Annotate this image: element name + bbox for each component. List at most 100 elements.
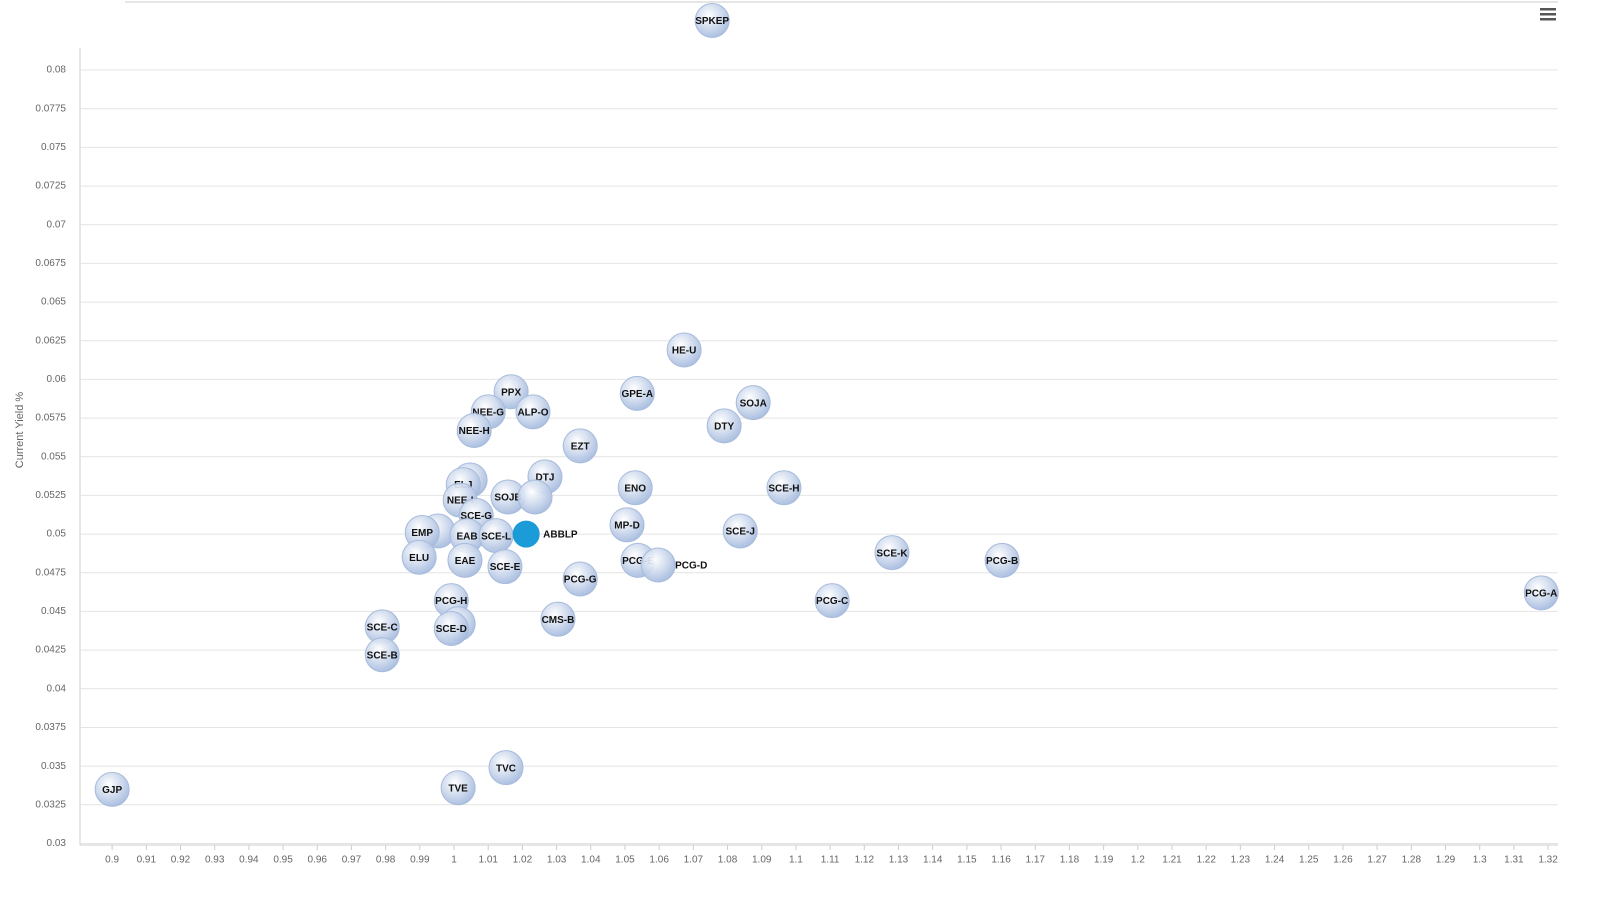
bubble	[735, 385, 771, 421]
x-tick-label: 0.9	[105, 855, 119, 866]
y-tick-label: 0.07	[47, 219, 67, 230]
x-tick-label: 0.97	[342, 855, 362, 866]
x-tick-label: 1.19	[1094, 855, 1114, 866]
x-tick-label: 1.3	[1473, 855, 1487, 866]
bubble	[401, 539, 437, 575]
point-label: PPX	[501, 387, 521, 398]
y-tick-label: 0.0375	[35, 722, 66, 733]
bubble	[640, 547, 676, 583]
point-label: DTY	[714, 421, 734, 432]
point-label: GJP	[102, 785, 122, 796]
menu-bar	[1540, 18, 1556, 21]
y-tick-label: 0.0775	[35, 103, 66, 114]
x-tick-label: 1.13	[889, 855, 909, 866]
x-tick-label: 1.06	[649, 855, 669, 866]
point-label: MP-D	[614, 520, 640, 531]
point-label: PCG-A	[1525, 589, 1557, 600]
point-label: HE-U	[672, 346, 696, 357]
point-label: TVE	[448, 783, 468, 794]
x-tick-label: 1.22	[1196, 855, 1216, 866]
x-tick-label: 0.96	[308, 855, 328, 866]
bubble	[617, 470, 653, 506]
point-label: ENO	[624, 483, 646, 494]
x-tick-label: 1.31	[1504, 855, 1524, 866]
bubble	[488, 750, 524, 786]
point-label: GPE-A	[621, 389, 653, 400]
x-tick-label: 1.02	[513, 855, 533, 866]
x-tick-label: 1.16	[991, 855, 1011, 866]
bubble	[433, 610, 469, 646]
y-tick-label: 0.06	[47, 374, 67, 385]
y-tick-label: 0.0575	[35, 413, 66, 424]
bubble	[766, 470, 802, 506]
point-label: PCG-C	[816, 596, 848, 607]
point-label: NEE-H	[459, 426, 490, 437]
point-label: EZT	[571, 442, 590, 453]
bubble	[619, 375, 655, 411]
bubble	[666, 332, 702, 368]
x-tick-label: 1.14	[923, 855, 943, 866]
x-tick-label: 1.04	[581, 855, 601, 866]
y-tick-label: 0.08	[47, 65, 67, 76]
point-label: PCG-B	[986, 556, 1018, 567]
point-label: PCG-D	[675, 561, 707, 572]
x-tick-label: 1.01	[478, 855, 498, 866]
x-tick-label: 0.95	[273, 855, 293, 866]
bubble	[512, 520, 540, 548]
x-tick-label: 1.32	[1538, 855, 1558, 866]
x-tick-label: 1.05	[615, 855, 635, 866]
x-tick-label: 0.94	[239, 855, 259, 866]
bubble	[364, 637, 400, 673]
y-tick-label: 0.055	[41, 451, 66, 462]
y-tick-label: 0.03	[47, 838, 67, 849]
menu-bar	[1540, 8, 1556, 11]
y-axis-title: Current Yield %	[14, 392, 26, 469]
y-tick-label: 0.075	[41, 142, 66, 153]
point-label: SCE-H	[768, 483, 799, 494]
point-label: ABBLP	[543, 530, 578, 541]
x-tick-label: 1.12	[855, 855, 875, 866]
x-tick-label: 1.08	[718, 855, 738, 866]
bubble	[722, 513, 758, 549]
x-tick-label: 1.07	[684, 855, 704, 866]
x-tick-label: 1.21	[1162, 855, 1182, 866]
point-label: TVC	[496, 763, 516, 774]
y-tick-label: 0.0725	[35, 181, 66, 192]
bubble	[1523, 575, 1559, 611]
point-label: EAE	[455, 556, 476, 567]
point-label: PCG-G	[564, 575, 597, 586]
point-label: EMP	[411, 528, 433, 539]
x-tick-label: 1.18	[1060, 855, 1080, 866]
bubble	[447, 542, 483, 578]
bubble	[874, 535, 910, 571]
x-tick-label: 0.98	[376, 855, 396, 866]
y-tick-label: 0.0425	[35, 645, 66, 656]
x-tick-label: 1.1	[789, 855, 803, 866]
bubble	[440, 770, 476, 806]
point-label: EAB	[456, 531, 477, 542]
point-label: SOJA	[740, 398, 767, 409]
bubble	[814, 583, 850, 619]
x-tick-label: 0.93	[205, 855, 225, 866]
point-label: SCE-K	[876, 548, 908, 559]
x-tick-label: 1.24	[1265, 855, 1285, 866]
bubble	[456, 412, 492, 448]
x-tick-label: 1.15	[957, 855, 977, 866]
point-label: SCE-J	[725, 527, 754, 538]
point-label: SCE-E	[490, 562, 521, 573]
bubble	[694, 3, 730, 39]
y-tick-label: 0.0625	[35, 335, 66, 346]
point-label: NEE-G	[472, 408, 504, 419]
bubble	[515, 394, 551, 430]
bubble	[609, 507, 645, 543]
menu-button[interactable]	[1540, 8, 1556, 21]
bubble	[706, 408, 742, 444]
point-label: PCG-E	[622, 556, 654, 567]
point-label: SCE-D	[436, 624, 467, 635]
x-tick-label: 1	[451, 855, 457, 866]
y-tick-label: 0.045	[41, 606, 66, 617]
bubble	[562, 561, 598, 597]
x-tick-label: 1.26	[1333, 855, 1353, 866]
x-tick-label: 1.11	[821, 855, 840, 866]
x-tick-label: 1.28	[1402, 855, 1422, 866]
